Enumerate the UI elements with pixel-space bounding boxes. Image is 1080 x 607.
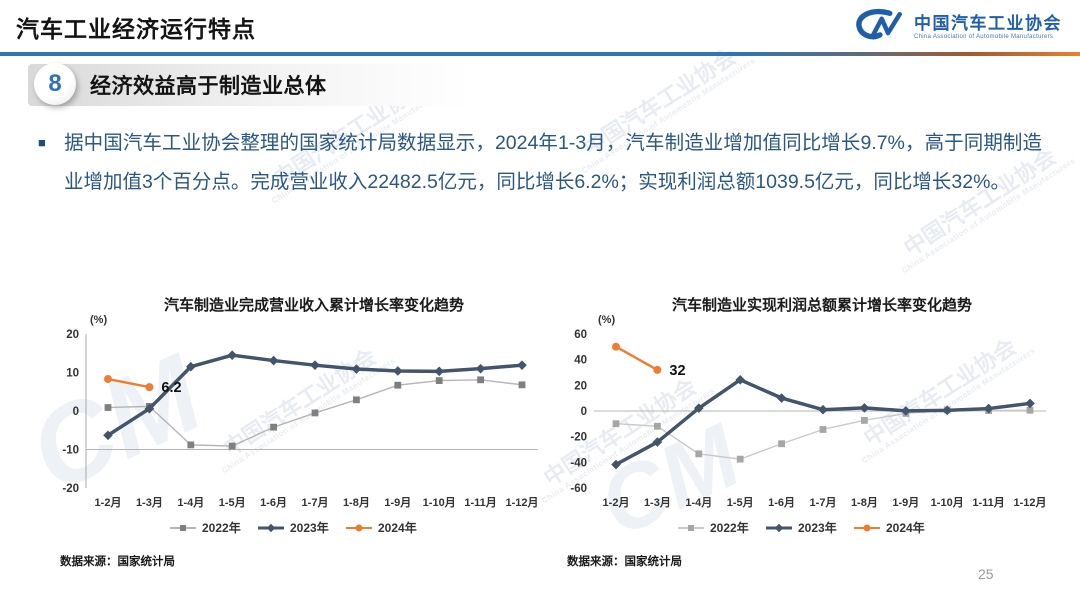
svg-text:汽车制造业实现利润总额累计增长率变化趋势: 汽车制造业实现利润总额累计增长率变化趋势 [672,296,972,314]
svg-text:1-12月: 1-12月 [1013,496,1046,509]
svg-text:1-12月: 1-12月 [505,496,538,509]
page-title: 汽车工业经济运行特点 [16,16,256,42]
data-source-right: 数据来源：国家统计局 [567,556,682,568]
profit-growth-chart: 汽车制造业实现利润总额累计增长率变化趋势 (%) 60 40 20 0 -20 -40 -60 1… [560,292,1060,544]
profit-growth-chart-svg: 汽车制造业实现利润总额累计增长率变化趋势 (%) 60 40 20 0 -20 -40 -60 1… [570,296,1046,535]
header-divider [0,52,1080,56]
svg-text:-10: -10 [62,445,79,457]
svg-text:-20: -20 [570,432,587,444]
svg-text:1-4月: 1-4月 [685,496,712,509]
organization-logo: 中国汽车工业协会 China Association of Automobile… [852,6,1062,49]
svg-text:1-9月: 1-9月 [892,496,919,509]
data-source-left: 数据来源：国家统计局 [60,556,175,568]
svg-text:6.2: 6.2 [161,380,181,396]
section-heading: 经济效益高于制造业总体 [90,75,327,98]
svg-text:1-5月: 1-5月 [727,496,754,509]
svg-text:20: 20 [66,329,79,341]
svg-text:2024年: 2024年 [378,520,417,535]
svg-text:(%): (%) [90,314,107,326]
svg-text:1-11月: 1-11月 [972,496,1004,509]
svg-text:1-3月: 1-3月 [136,496,163,509]
section-number-badge: 8 [34,63,76,105]
svg-text:1-9月: 1-9月 [384,496,411,509]
bullet-icon: ■ [38,135,46,150]
svg-text:2022年: 2022年 [710,520,749,535]
svg-text:10: 10 [66,368,79,380]
svg-text:1-8月: 1-8月 [851,496,878,509]
svg-text:1-4月: 1-4月 [177,496,204,509]
revenue-growth-chart-svg: 汽车制造业完成营业收入累计增长率变化趋势 (%) 20 10 0 -10 -20 1-2月 1-… [62,296,538,535]
svg-text:-20: -20 [62,483,79,495]
svg-text:60: 60 [574,329,587,341]
svg-text:0: 0 [581,406,587,418]
svg-text:1-5月: 1-5月 [219,496,246,509]
logo-subtitle: China Association of Automobile Manufact… [914,33,1054,40]
svg-text:1-6月: 1-6月 [260,496,287,509]
svg-text:1-10月: 1-10月 [931,496,964,509]
svg-text:2022年: 2022年 [202,520,241,535]
logo-name: 中国汽车工业协会 [914,13,1062,33]
svg-text:1-6月: 1-6月 [768,496,795,509]
svg-text:1-11月: 1-11月 [464,496,496,509]
svg-text:20: 20 [574,380,587,392]
page-number: 25 [978,566,994,582]
svg-text:(%): (%) [598,314,615,326]
cma-logo-icon [852,6,906,49]
svg-text:-40: -40 [570,457,587,469]
svg-text:-60: -60 [570,483,587,495]
svg-text:1-3月: 1-3月 [644,496,671,509]
svg-text:1-7月: 1-7月 [810,496,837,509]
svg-text:1-8月: 1-8月 [343,496,370,509]
svg-text:1-10月: 1-10月 [423,496,456,509]
svg-text:1-7月: 1-7月 [302,496,329,509]
svg-text:40: 40 [574,355,587,367]
heading-band [28,64,598,106]
svg-text:0: 0 [73,406,79,418]
svg-text:2024年: 2024年 [886,520,925,535]
svg-text:汽车制造业完成营业收入累计增长率变化趋势: 汽车制造业完成营业收入累计增长率变化趋势 [164,296,464,314]
svg-text:32: 32 [669,363,685,379]
summary-text: 据中国汽车工业协会整理的国家统计局数据显示，2024年1-3月，汽车制造业增加值… [64,132,1042,193]
svg-text:2023年: 2023年 [798,520,837,535]
revenue-growth-chart: 汽车制造业完成营业收入累计增长率变化趋势 (%) 20 10 0 -10 -20 1-2月 1-… [52,292,552,544]
svg-text:1-2月: 1-2月 [95,496,122,509]
svg-text:2023年: 2023年 [290,520,329,535]
summary-paragraph: ■ 据中国汽车工业协会整理的国家统计局数据显示，2024年1-3月，汽车制造业增加… [38,123,1042,202]
svg-text:1-2月: 1-2月 [603,496,630,509]
